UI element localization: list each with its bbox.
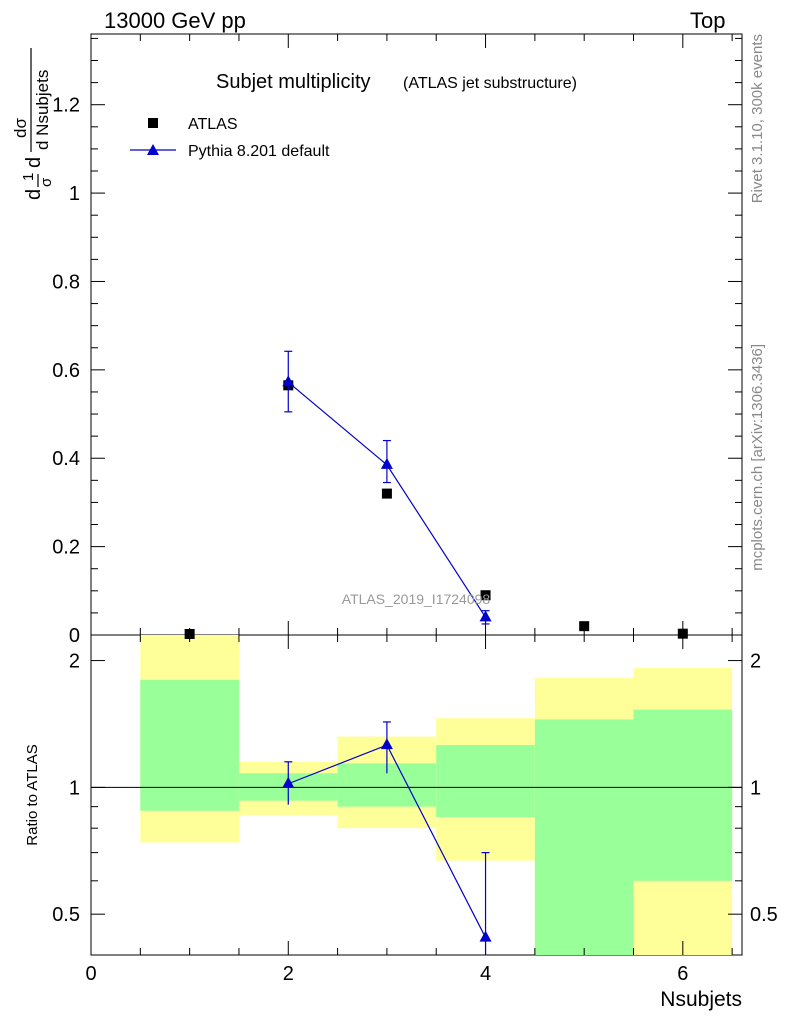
main-ytick-label: 0.4 (52, 448, 80, 470)
atlas-marker (677, 628, 688, 639)
ratio-ytick-label-right: 0.5 (750, 904, 778, 926)
data-marks (184, 350, 688, 955)
atlas-marker (579, 621, 590, 632)
main-subtitle: (ATLAS jet substructure) (403, 75, 577, 92)
main-ytick-label: 0.2 (52, 537, 80, 559)
rivet-info: Rivet 3.1.10, 300k events (749, 34, 766, 203)
green-band-5 (633, 709, 733, 881)
ratio-pythia-marker (282, 776, 295, 788)
analysis-watermark: ATLAS_2019_I1724098 (342, 591, 491, 607)
legend-pythia-label: Pythia 8.201 default (188, 143, 330, 160)
ratio-ytick-label-left: 1 (69, 777, 80, 799)
axis-ticks: 0 0.2 0.4 0.6 0.8 1 1.2 0 2 4 6 0.5 0.5 1 1 2 2 (52, 34, 778, 985)
ylabel-d: d (23, 189, 45, 200)
ratio-ytick-label-left: 0.5 (52, 904, 80, 926)
ratio-ytick-label-right: 1 (750, 777, 761, 799)
atlas-marker (381, 488, 392, 499)
x-axis-label: Nsubjets (660, 988, 742, 1011)
main-y-axis-label: d 1 σ d dσ d Nsubjets (11, 48, 55, 200)
ratio-ytick-label-left: 2 (69, 651, 80, 673)
green-band-0 (140, 679, 239, 811)
pythia-marker (282, 375, 295, 387)
main-ytick-label: 0 (69, 625, 80, 647)
pythia-line (287, 381, 487, 618)
main-ytick-label: 1.2 (52, 95, 80, 117)
ylabel-den: d Nsubjets (33, 70, 52, 150)
main-ytick-label: 1 (69, 183, 80, 205)
header-right: Top (690, 8, 726, 33)
main-ytick-label: 0.8 (52, 271, 80, 293)
ylabel-one: 1 (20, 173, 37, 181)
xtick-label: 6 (677, 963, 688, 985)
ylabel-sigma: σ (38, 177, 55, 187)
atlas-marker (184, 629, 195, 639)
legend-atlas-marker (148, 118, 158, 128)
xtick-label: 0 (85, 963, 96, 985)
main-ytick-label: 0.6 (52, 360, 80, 382)
ratio-y-axis-label: Ratio to ATLAS (24, 744, 41, 845)
pythia-marker (479, 610, 492, 622)
legend-pythia-marker (147, 144, 159, 155)
atlas-marker (480, 590, 491, 601)
xtick-label: 2 (283, 963, 294, 985)
main-title: Subjet multiplicity (216, 71, 371, 93)
green-band-4 (534, 719, 634, 955)
pythia-marker (380, 457, 393, 469)
ratio-plot-frame (90, 634, 743, 956)
header-left: 13000 GeV pp (104, 8, 246, 33)
ratio-bands (91, 635, 742, 955)
legend-atlas-label: ATLAS (188, 116, 238, 133)
ylabel-num: dσ (11, 118, 30, 138)
green-band-3 (436, 745, 535, 818)
ratio-pythia-marker (380, 738, 393, 750)
ratio-pythia-marker (479, 930, 492, 942)
ylabel-d2: d (23, 157, 45, 168)
ratio-ytick-label-right: 2 (750, 651, 761, 673)
xtick-label: 4 (480, 963, 491, 985)
mcplots-info: mcplots.cern.ch [arXiv:1306.3436] (749, 344, 766, 571)
